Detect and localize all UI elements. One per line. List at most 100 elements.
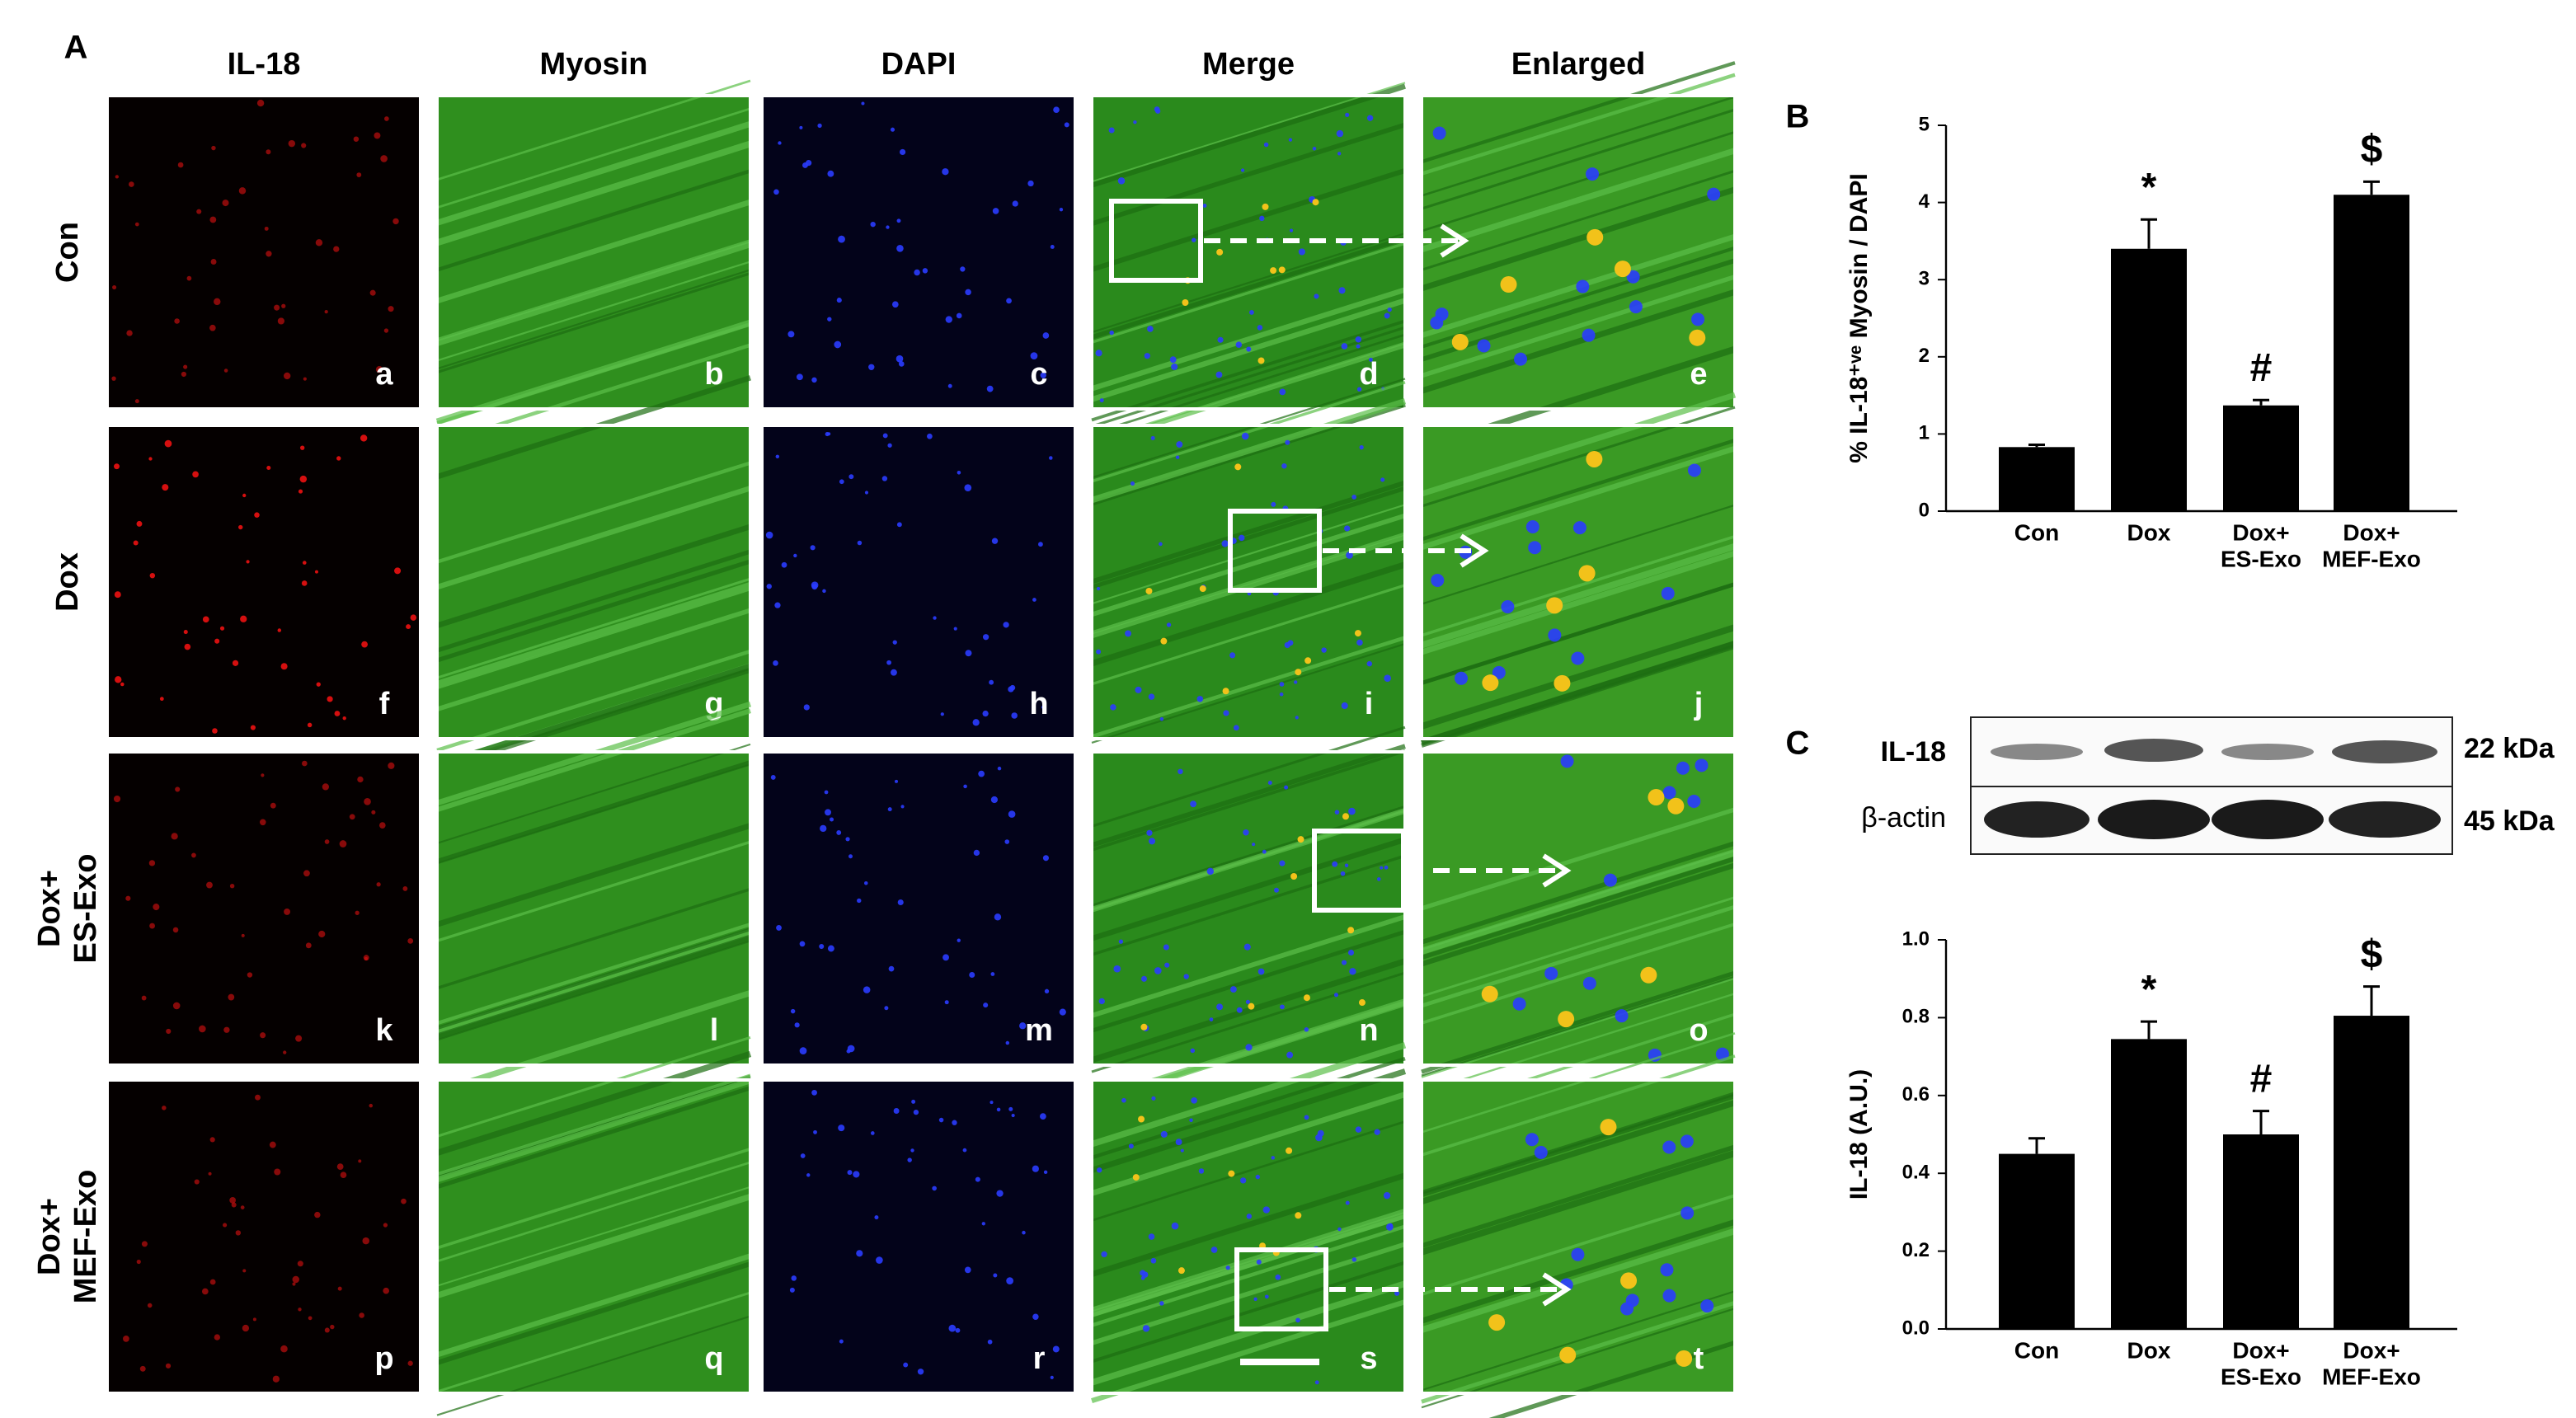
fiber-streak (1090, 1068, 1407, 1173)
fiber-streak (1091, 534, 1406, 639)
x-tick-label: Dox (2127, 519, 2171, 545)
fiber-streak (1421, 169, 1736, 271)
fluorescent-spot (853, 1171, 860, 1178)
y-axis-label: IL-18 (A.U.) (1845, 1069, 1873, 1200)
fluorescent-spot (903, 1362, 909, 1368)
fluorescent-spot (945, 316, 952, 323)
fiber-streak (1091, 584, 1406, 686)
fluorescent-spot (1236, 1007, 1243, 1013)
fluorescent-spot (281, 303, 286, 308)
fluorescent-spot (322, 783, 330, 791)
fluorescent-spot (280, 1345, 288, 1353)
fiber-streak (1421, 1290, 1736, 1392)
fiber-streak (1421, 582, 1736, 685)
fiber-streak (1091, 749, 1406, 852)
fluorescent-spot (1160, 1130, 1168, 1138)
fluorescent-spot (1253, 1297, 1257, 1301)
fluorescent-spot (1044, 988, 1050, 993)
fluorescent-spot (888, 965, 895, 972)
micrograph: a (106, 94, 422, 411)
fiber-streak (436, 486, 751, 590)
fluorescent-spot (1042, 855, 1049, 862)
fluorescent-spot (1356, 344, 1361, 349)
fluorescent-spot (1284, 785, 1289, 790)
fiber-streak (436, 743, 751, 844)
fluorescent-spot (1345, 112, 1350, 118)
fluorescent-spot (1662, 1289, 1676, 1303)
fluorescent-spot (1321, 647, 1327, 653)
fluorescent-spot (252, 1317, 256, 1322)
fluorescent-spot (1196, 696, 1204, 702)
fluorescent-spot (1154, 967, 1162, 974)
fluorescent-spot (1012, 200, 1018, 207)
row-label: Dox (50, 552, 85, 612)
fluorescent-spot (255, 1094, 261, 1101)
fiber-streak (1421, 977, 1736, 1078)
fluorescent-spot (172, 1002, 181, 1010)
y-tick-label: 1 (1919, 422, 1930, 444)
fluorescent-spot (114, 463, 120, 470)
colocalization-spot (1278, 266, 1286, 274)
fiber-streak (1420, 289, 1737, 394)
fiber-streak (436, 1073, 751, 1176)
colocalization-spot (1140, 1023, 1148, 1031)
fluorescent-spot (1003, 622, 1009, 628)
fluorescent-spot (361, 641, 368, 648)
fluorescent-spot (1040, 372, 1046, 378)
fluorescent-spot (1454, 671, 1468, 685)
fluorescent-spot (1525, 520, 1539, 534)
fluorescent-spot (963, 784, 967, 789)
fiber-streak (1421, 445, 1736, 551)
fluorescent-spot (1011, 712, 1018, 719)
western-blot: IL-18 β-actin 22 kDa 45 kDa (1861, 716, 2555, 855)
fluorescent-spot (223, 1223, 228, 1228)
fluorescent-spot (790, 1008, 796, 1014)
fluorescent-spot (1008, 810, 1016, 818)
fluorescent-spot (292, 1282, 296, 1286)
fluorescent-spot (298, 489, 303, 494)
fluorescent-spot (305, 942, 312, 949)
bar (2111, 1039, 2187, 1329)
fluorescent-spot (1435, 308, 1449, 322)
fluorescent-spot (1383, 1191, 1391, 1200)
fluorescent-spot (242, 1324, 250, 1332)
fluorescent-spot (240, 615, 247, 622)
micrograph-frame (760, 424, 1077, 740)
fluorescent-spot (1366, 115, 1374, 121)
fluorescent-spot (933, 616, 937, 620)
fluorescent-spot (1229, 652, 1236, 659)
fluorescent-spot (202, 616, 209, 623)
colocalization-spot (1304, 657, 1312, 664)
subpanel-letter: m (1025, 1013, 1053, 1048)
fluorescent-spot (1286, 1051, 1294, 1059)
fluorescent-spot (1263, 142, 1269, 148)
fluorescent-spot (847, 1170, 853, 1176)
fluorescent-spot (972, 719, 980, 726)
zoom-arrowhead (1542, 853, 1572, 888)
fluorescent-spot (817, 123, 822, 129)
fluorescent-spot (181, 371, 186, 378)
fluorescent-spot (887, 807, 892, 812)
fluorescent-spot (1279, 388, 1286, 396)
fluorescent-spot (827, 945, 834, 952)
fluorescent-spot (206, 881, 213, 889)
micrograph-frame (1420, 1078, 1737, 1395)
fluorescent-spot (1304, 1115, 1309, 1120)
fluorescent-spot (212, 728, 218, 734)
fluorescent-spot (940, 712, 944, 716)
fiber-streak (435, 663, 752, 769)
fluorescent-spot (266, 465, 271, 471)
fluorescent-spot (989, 679, 994, 685)
fluorescent-spot (1585, 167, 1599, 181)
fluorescent-spot (1216, 1003, 1223, 1011)
fluorescent-spot (133, 540, 139, 546)
fluorescent-spot (1707, 187, 1721, 201)
fluorescent-spot (1064, 122, 1069, 128)
fluorescent-spot (1257, 968, 1265, 975)
fluorescent-spot (799, 941, 806, 947)
fluorescent-spot (1347, 949, 1355, 956)
bar (1999, 1153, 2075, 1329)
fluorescent-spot (1544, 966, 1558, 980)
fluorescent-spot (1225, 1265, 1230, 1270)
column-header: Myosin (540, 47, 648, 82)
